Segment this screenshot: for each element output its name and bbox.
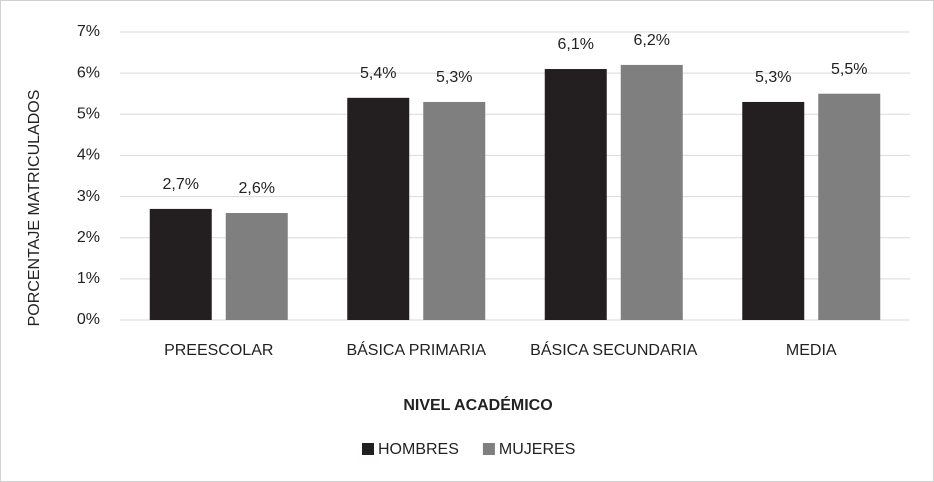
bar <box>742 101 805 320</box>
value-label: 6,1% <box>558 36 594 53</box>
value-label: 5,5% <box>831 61 867 78</box>
x-tick-label: BÁSICA SECUNDARIA <box>530 340 697 359</box>
legend-swatch <box>482 443 495 455</box>
y-tick-label: 5% <box>77 106 100 123</box>
value-label: 2,7% <box>163 176 199 193</box>
x-tick-label: BÁSICA PRIMARIA <box>346 340 486 359</box>
bar <box>225 213 288 320</box>
y-tick-label: 2% <box>77 229 100 246</box>
x-tick-label: PREESCOLAR <box>164 342 273 359</box>
bar <box>544 69 607 321</box>
y-tick-label: 3% <box>77 188 100 205</box>
value-label: 5,3% <box>436 69 472 86</box>
legend-swatch <box>362 443 374 455</box>
value-label: 2,6% <box>239 180 275 197</box>
y-axis-label: PORCENTAJE MATRICULADOS <box>26 90 43 327</box>
y-tick-label: 1% <box>77 270 100 287</box>
value-label: 5,4% <box>360 65 396 82</box>
x-tick-label: MEDIA <box>786 342 837 359</box>
value-label: 5,3% <box>755 69 791 86</box>
bar <box>347 97 410 320</box>
bar <box>423 101 486 320</box>
y-tick-label: 4% <box>77 147 100 164</box>
bar <box>149 208 212 320</box>
y-tick-label: 7% <box>77 23 100 40</box>
y-tick-label: 6% <box>77 64 100 81</box>
bar <box>818 93 881 320</box>
legend-label: HOMBRES <box>378 441 459 458</box>
bar <box>620 64 683 321</box>
x-axis-label: NIVEL ACADÉMICO <box>403 395 552 414</box>
value-label: 6,2% <box>634 32 670 49</box>
y-tick-label: 0% <box>77 311 100 328</box>
legend-label: MUJERES <box>499 441 575 458</box>
